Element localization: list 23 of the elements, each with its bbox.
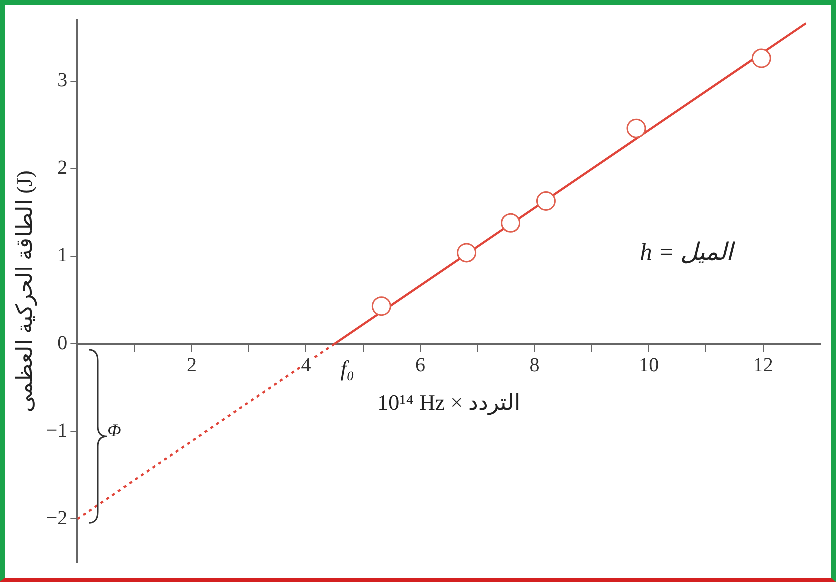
y-tick-label: 2 — [58, 157, 68, 180]
x-tick-label: 2 — [186, 354, 197, 376]
y-tick-label: −2 — [46, 507, 68, 530]
x-tick-label: 10 — [639, 354, 660, 376]
x-tick-label: 8 — [530, 354, 540, 376]
x-tick-label: 6 — [416, 354, 426, 376]
annotation: Φ — [108, 420, 122, 440]
point — [536, 192, 556, 212]
y-tick-label: −1 — [46, 420, 68, 442]
y-tick-label: 0 — [58, 332, 68, 354]
annotation: h = الميل — [640, 240, 736, 266]
x-tick-label: 12 — [753, 354, 774, 376]
annotation: f₀ — [340, 356, 355, 381]
y-axis-title: الطاقة الحركية العظمى (J) — [12, 170, 38, 412]
point — [626, 118, 646, 138]
point — [501, 213, 521, 233]
point — [372, 296, 392, 316]
y-tick-label: 1 — [58, 244, 68, 267]
point — [457, 243, 477, 263]
y-tick-label: 3 — [58, 70, 68, 92]
point — [752, 48, 772, 68]
x-tick-label: 4 — [301, 354, 312, 376]
x-axis-title: 10¹⁴ Hz × التردد — [378, 390, 521, 416]
